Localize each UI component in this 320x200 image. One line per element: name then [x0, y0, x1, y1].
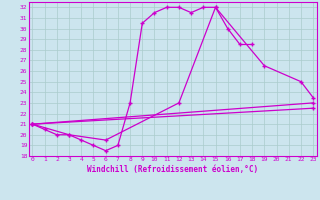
X-axis label: Windchill (Refroidissement éolien,°C): Windchill (Refroidissement éolien,°C): [87, 165, 258, 174]
